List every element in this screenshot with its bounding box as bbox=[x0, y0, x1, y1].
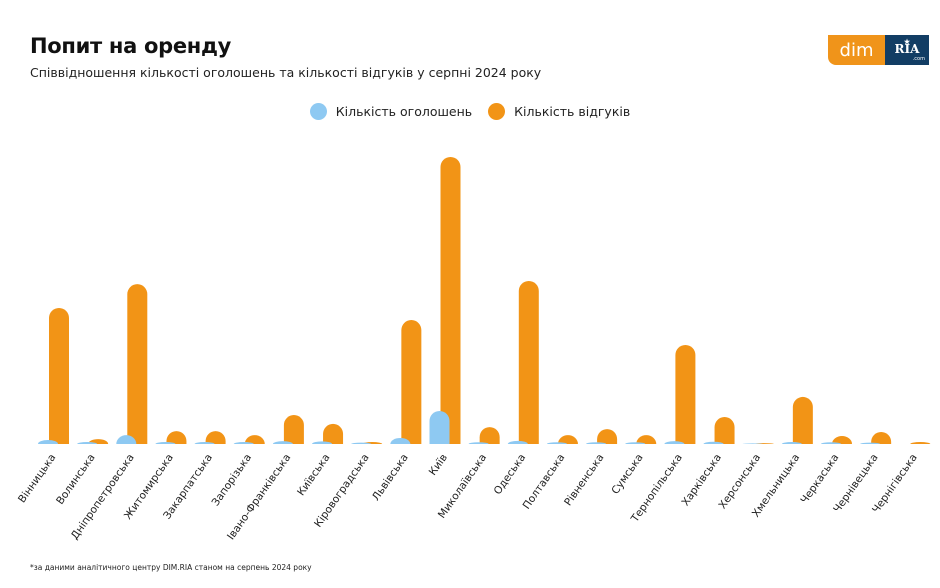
listings-bar bbox=[155, 441, 176, 444]
listings-bar bbox=[860, 442, 881, 444]
chart-legend: Кількість оголошень Кількість відгуків bbox=[0, 103, 940, 120]
responses-bar bbox=[205, 431, 226, 444]
responses-bar bbox=[597, 429, 618, 444]
x-tick-label: Черкаська bbox=[798, 452, 841, 506]
legend-label-listings: Кількість оголошень bbox=[335, 104, 473, 119]
listings-bar bbox=[312, 441, 333, 444]
listings-bar bbox=[625, 442, 646, 444]
x-tick-label: Рівненська bbox=[562, 452, 606, 508]
listings-bar bbox=[233, 441, 254, 444]
listings-bar bbox=[77, 441, 98, 444]
responses-bar bbox=[792, 396, 813, 444]
responses-bar bbox=[244, 435, 265, 444]
x-tick-label: Волинська bbox=[54, 452, 98, 507]
listings-bar bbox=[781, 441, 802, 444]
responses-bar bbox=[440, 157, 461, 444]
x-tick-label: Київ bbox=[427, 452, 450, 478]
responses-bar bbox=[910, 441, 931, 444]
listings-bar bbox=[821, 442, 841, 444]
logo-ria-subtext: .com bbox=[912, 56, 925, 62]
responses-bar bbox=[401, 320, 422, 444]
footnote: *за даними аналітичного центру DIM.RIA с… bbox=[30, 563, 312, 572]
responses-bar bbox=[871, 431, 892, 444]
legend-item-responses: Кількість відгуків bbox=[488, 103, 630, 120]
listings-bar bbox=[468, 442, 489, 444]
logo-ria: ★ RIA .com bbox=[885, 35, 929, 65]
listings-bar bbox=[546, 442, 567, 444]
listings-bar bbox=[38, 439, 58, 444]
listings-bar bbox=[507, 440, 528, 444]
responses-bar bbox=[636, 435, 657, 444]
responses-bar bbox=[323, 423, 344, 444]
legend-swatch-responses bbox=[488, 103, 506, 120]
responses-bar bbox=[675, 344, 696, 444]
x-tick-label: Одеська bbox=[492, 452, 529, 497]
responses-bar bbox=[832, 435, 852, 444]
listings-bar bbox=[586, 442, 607, 444]
listings-bar bbox=[351, 442, 372, 444]
dimria-logo[interactable]: dim ★ RIA .com bbox=[828, 35, 929, 65]
listings-bar bbox=[742, 443, 763, 444]
logo-star-icon: ★ bbox=[903, 37, 911, 46]
logo-dim: dim bbox=[828, 35, 885, 65]
x-tick-label: Львівська bbox=[370, 452, 411, 503]
responses-bar bbox=[714, 417, 735, 444]
legend-item-listings: Кількість оголошень bbox=[309, 103, 473, 120]
listings-bar bbox=[703, 441, 724, 444]
responses-bar bbox=[127, 284, 148, 444]
listings-bar bbox=[429, 410, 450, 444]
chart-subtitle: Співвідношення кількості оголошень та кі… bbox=[30, 65, 542, 80]
x-tick-label: Запорізька bbox=[210, 452, 255, 509]
x-tick-label: Вінницька bbox=[16, 452, 58, 505]
listings-bar bbox=[664, 441, 685, 444]
listings-bar bbox=[390, 437, 411, 444]
listings-bar bbox=[194, 441, 215, 444]
responses-bar bbox=[479, 427, 500, 444]
legend-swatch-listings bbox=[309, 103, 327, 120]
x-tick-label: Харківська bbox=[679, 452, 724, 508]
responses-bar bbox=[166, 431, 187, 444]
listings-bar bbox=[272, 441, 293, 444]
responses-bar bbox=[518, 280, 539, 444]
responses-bar bbox=[557, 435, 578, 444]
responses-bar bbox=[283, 415, 304, 444]
logo-ria-text: RIA bbox=[894, 42, 920, 56]
chart-title: Попит на оренду bbox=[30, 34, 232, 58]
legend-label-responses: Кількість відгуків bbox=[514, 104, 631, 119]
x-tick-label: Полтавська bbox=[521, 452, 568, 512]
x-tick-label: Сумська bbox=[609, 452, 645, 497]
responses-bar bbox=[49, 307, 69, 444]
x-tick-label: Київська bbox=[295, 452, 332, 498]
listings-bar bbox=[116, 435, 137, 444]
